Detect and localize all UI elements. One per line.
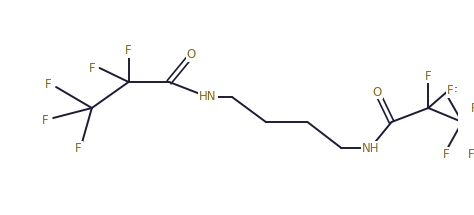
Text: F: F [42,114,49,126]
Text: F: F [89,61,95,75]
Text: F: F [75,141,82,155]
Text: HN: HN [199,91,217,103]
Text: NH: NH [362,141,379,155]
Text: F: F [45,78,52,92]
Text: F: F [467,147,474,161]
Text: F: F [470,101,474,115]
Text: O: O [187,49,196,61]
Text: O: O [373,86,382,98]
Text: F: F [125,45,132,57]
Text: F: F [425,69,432,83]
Text: F: F [447,84,454,97]
Text: F: F [442,147,449,161]
Text: F: F [451,86,458,98]
